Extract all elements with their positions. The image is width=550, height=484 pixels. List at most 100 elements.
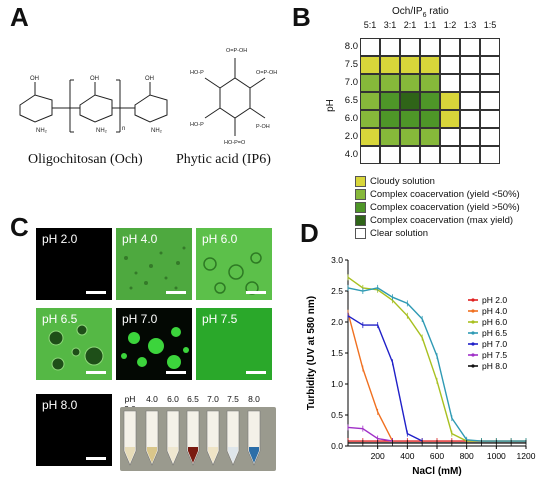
legend-label: Complex coacervation (yield >50%) (370, 202, 520, 213)
phase-cell (420, 128, 440, 146)
legend-swatch (355, 228, 366, 239)
phase-cell (420, 38, 440, 56)
svg-text:O=P-OH: O=P-OH (256, 70, 277, 76)
micrograph-ph-6-5: pH 6.5 (36, 308, 112, 380)
panel-label-b: B (292, 2, 311, 32)
tube-sediment (168, 447, 178, 463)
legend-label: Cloudy solution (370, 176, 435, 187)
legend-item: Complex coacervation (yield <50%) (355, 189, 520, 202)
phase-cell (460, 74, 480, 92)
phase-cell (360, 92, 380, 110)
tube-sediment (249, 447, 259, 463)
series-line-ph-7-0 (347, 315, 423, 442)
phase-grid-column-headers: 5:1 3:1 2:1 1:1 1:2 1:3 1:5 (360, 20, 500, 34)
phase-cell (480, 110, 500, 128)
phase-cell (380, 146, 400, 164)
svg-text:P-OH: P-OH (256, 124, 270, 130)
y-tick-label: 1.0 (331, 379, 343, 389)
micrograph-ph-8-0: pH 8.0 (36, 394, 112, 466)
phase-cell (400, 92, 420, 110)
y-tick-label: 2.0 (331, 317, 343, 327)
phase-cell (440, 56, 460, 74)
panel-label-a: A (10, 2, 29, 32)
column-header: 3:1 (383, 20, 397, 30)
tube-sediment (208, 447, 218, 463)
phase-cell (460, 92, 480, 110)
micrograph-ph-2-0: pH 2.0 (36, 228, 112, 300)
phase-cell (440, 110, 460, 128)
svg-text:HO-P: HO-P (190, 122, 204, 128)
phase-cell (420, 74, 440, 92)
x-tick-label: 1000 (487, 451, 506, 461)
legend-entry: pH 7.0 (482, 339, 507, 349)
phase-cell (380, 74, 400, 92)
phase-cell (420, 92, 440, 110)
phase-cell (480, 146, 500, 164)
legend-swatch (355, 189, 366, 200)
legend-item: Cloudy solution (355, 176, 435, 189)
svg-text:n: n (122, 126, 125, 132)
phase-cell (480, 92, 500, 110)
phase-grid-row-headers: 8.0 7.5 7.0 6.5 6.0 2.0 4.0 (338, 38, 360, 164)
micrograph-ph-6-0: pH 6.0 (196, 228, 272, 300)
phase-cell (400, 128, 420, 146)
phase-diagram-grid (360, 38, 500, 164)
legend-label: Complex coacervation (yield <50%) (370, 189, 520, 200)
phase-cell (380, 38, 400, 56)
phase-grid-ylabel: pH (324, 99, 336, 112)
tube-label: 8.0 (248, 394, 260, 404)
phase-cell (480, 128, 500, 146)
y-tick-label: 3.0 (331, 255, 343, 265)
tube-sediment (228, 447, 238, 463)
tube-sediment (125, 447, 135, 463)
phase-grid-title: Och/IP6 ratio (392, 6, 449, 19)
tube-photo-labels: pH 2.04.06.06.57.07.58.0 (116, 394, 276, 414)
svg-text:NH₂: NH₂ (96, 128, 108, 134)
phase-cell (460, 128, 480, 146)
och-caption: Oligochitosan (Och) (28, 152, 143, 167)
y-tick-label: 0.0 (331, 441, 343, 451)
x-axis-label: NaCl (mM) (412, 466, 461, 477)
phase-cell (400, 146, 420, 164)
row-header: 6.5 (344, 95, 358, 106)
column-header: 1:2 (443, 20, 457, 30)
phase-cell (380, 110, 400, 128)
row-header: 2.0 (344, 131, 358, 142)
phase-cell (440, 92, 460, 110)
x-tick-label: 800 (460, 451, 474, 461)
tube-label: 7.0 (207, 394, 219, 404)
svg-text:OH: OH (145, 76, 154, 82)
legend-entry: pH 8.0 (482, 361, 507, 371)
tube-label: 6.0 (167, 394, 179, 404)
phase-cell (480, 74, 500, 92)
y-tick-label: 0.5 (331, 410, 343, 420)
phase-cell (420, 110, 440, 128)
phase-cell (360, 56, 380, 74)
phase-cell (360, 128, 380, 146)
legend-item: Clear solution (355, 228, 428, 241)
phase-cell (360, 74, 380, 92)
tube-label: 6.5 (187, 394, 199, 404)
x-tick-label: 1200 (517, 451, 536, 461)
legend-marker (471, 342, 475, 346)
svg-text:HO-P=O: HO-P=O (224, 140, 246, 146)
phase-cell (360, 146, 380, 164)
phase-cell (400, 38, 420, 56)
svg-text:O=P-OH: O=P-OH (226, 48, 247, 54)
phase-cell (440, 146, 460, 164)
ip6-caption: Phytic acid (IP6) (176, 152, 271, 167)
phase-cell (440, 38, 460, 56)
legend-marker (471, 298, 475, 302)
row-header: 7.0 (344, 77, 358, 88)
phase-cell (360, 110, 380, 128)
legend-item: Complex coacervation (max yield) (355, 215, 513, 228)
phase-cell (400, 74, 420, 92)
phase-cell (380, 92, 400, 110)
legend-marker (471, 364, 475, 368)
row-header: 8.0 (344, 41, 358, 52)
micrograph-ph-7-0: pH 7.0 (116, 308, 192, 380)
phase-cell (400, 110, 420, 128)
x-tick-label: 200 (371, 451, 385, 461)
phase-cell (380, 128, 400, 146)
column-header: 1:5 (483, 20, 497, 30)
